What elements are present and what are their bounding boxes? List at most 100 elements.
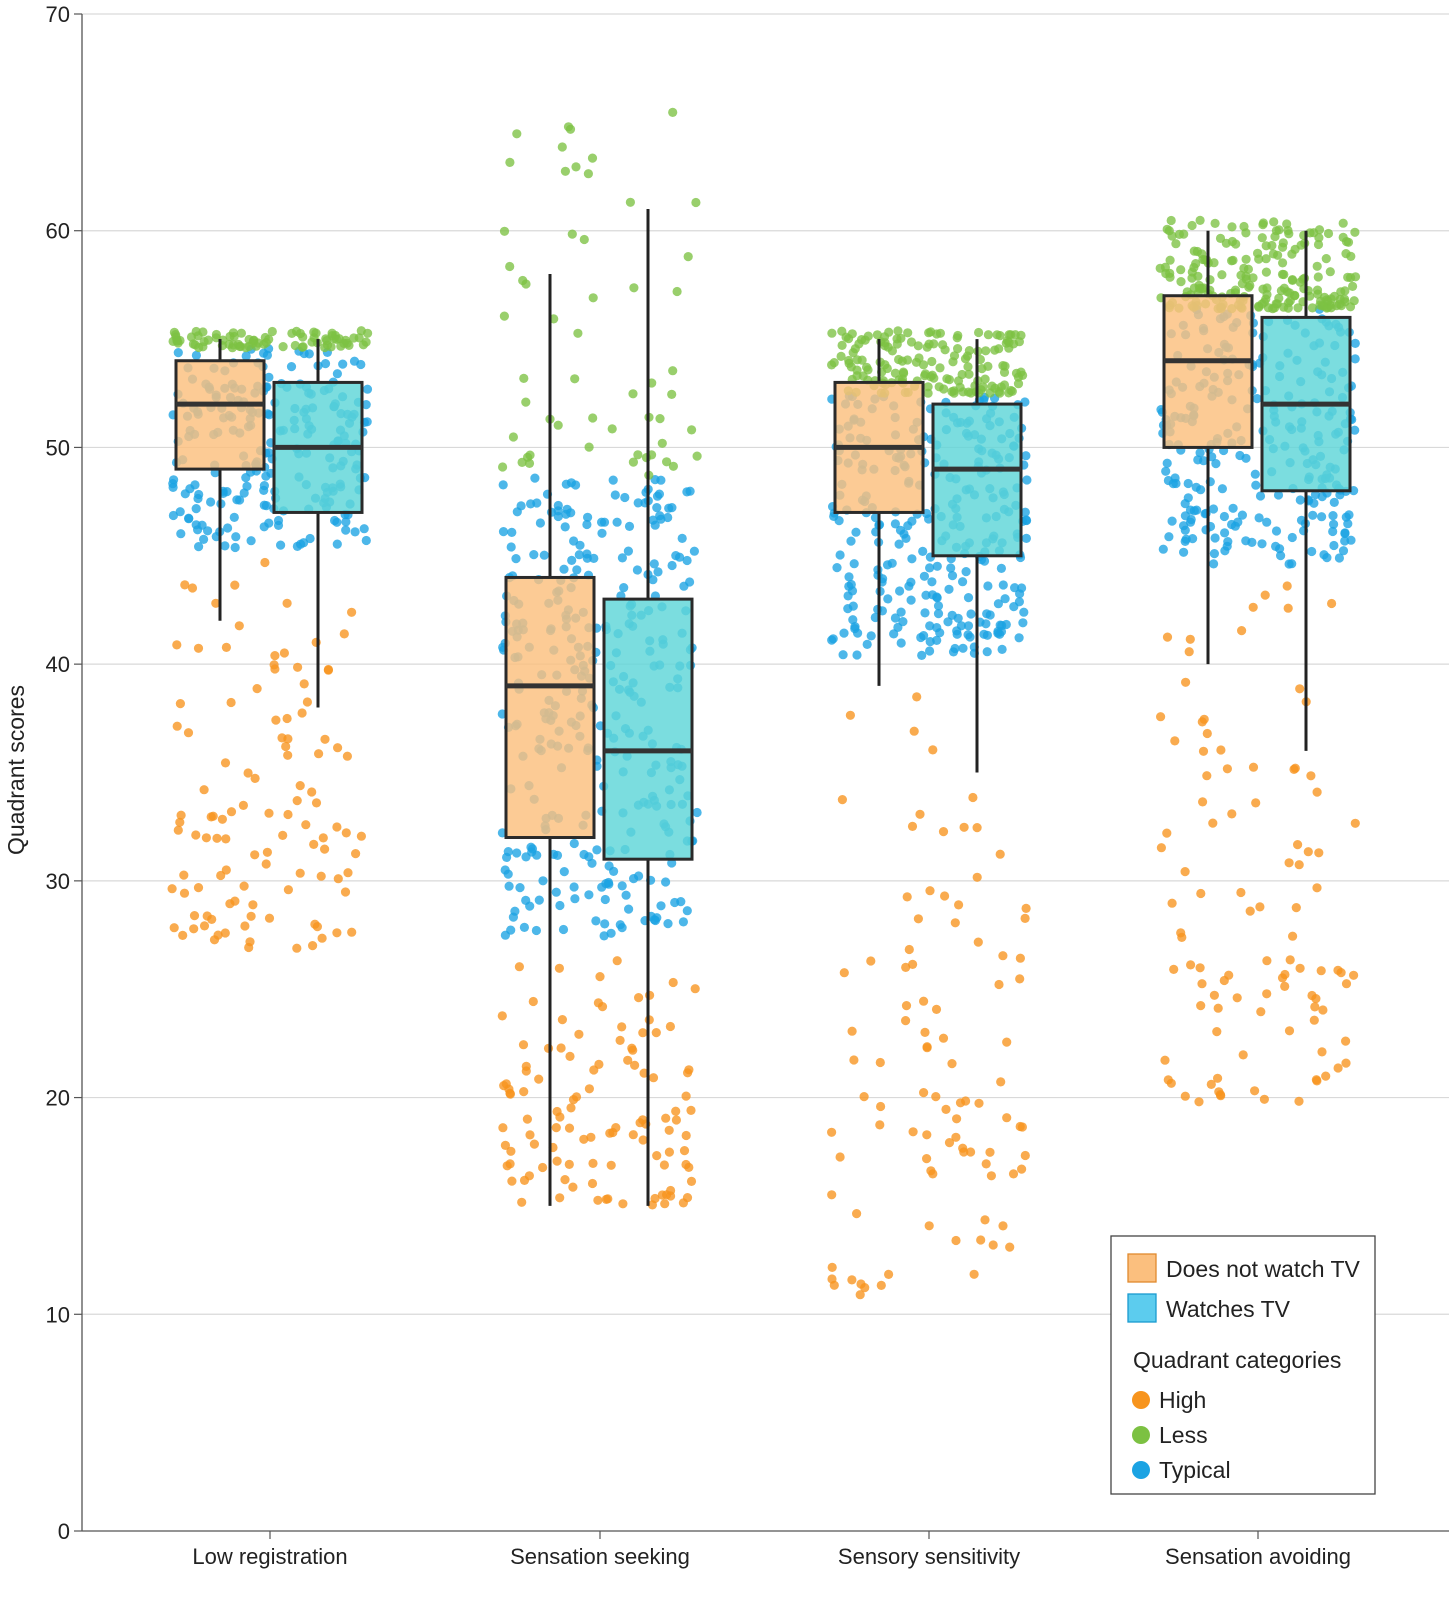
data-point-high <box>244 942 254 953</box>
data-point-high <box>279 648 289 658</box>
data-point-high <box>994 979 1004 990</box>
data-point-typical <box>623 546 634 556</box>
data-point-typical <box>843 604 853 614</box>
data-point-typical <box>582 519 592 530</box>
data-point-less <box>848 348 858 358</box>
data-point-high <box>1186 960 1196 970</box>
data-point-typical <box>898 617 908 627</box>
data-point-high <box>1196 1001 1206 1011</box>
data-point-high <box>1214 1087 1224 1097</box>
data-point-typical <box>678 917 689 927</box>
data-point-high <box>875 1057 885 1068</box>
data-point-typical <box>534 895 544 905</box>
data-point-less <box>1165 268 1175 278</box>
data-point-typical <box>1335 490 1345 500</box>
data-point-less <box>955 382 965 392</box>
data-point-typical <box>194 489 204 500</box>
data-point-high <box>1021 903 1031 914</box>
data-point-typical <box>932 635 942 646</box>
data-point-typical <box>917 650 927 661</box>
data-point-high <box>660 1199 670 1209</box>
data-point-typical <box>624 904 634 914</box>
data-point-typical <box>1000 594 1010 604</box>
data-point-high <box>941 1104 951 1114</box>
data-point-typical <box>844 572 854 582</box>
data-point-typical <box>1276 551 1286 561</box>
data-point-high <box>659 1160 670 1170</box>
data-point-typical <box>677 533 687 544</box>
data-point-high <box>922 1042 932 1052</box>
data-point-typical <box>551 887 561 897</box>
data-point-high <box>985 1147 995 1157</box>
data-point-typical <box>667 858 677 868</box>
data-point-typical <box>592 845 602 855</box>
data-point-typical <box>1020 397 1030 407</box>
data-point-high <box>827 1274 837 1284</box>
data-point-high <box>1255 902 1265 912</box>
data-point-less <box>607 424 617 434</box>
data-point-high <box>502 1161 512 1171</box>
data-point-typical <box>1307 546 1317 557</box>
data-point-high <box>568 1182 578 1192</box>
data-point-less <box>311 328 321 338</box>
data-point-typical <box>924 514 934 524</box>
data-point-typical <box>1017 583 1027 593</box>
data-point-less <box>920 369 931 379</box>
data-point-typical <box>1209 549 1219 559</box>
data-point-typical <box>1251 480 1261 490</box>
data-point-typical <box>883 594 893 604</box>
data-point-high <box>1002 1113 1012 1123</box>
data-point-high <box>668 977 678 988</box>
data-point-typical <box>584 890 594 900</box>
data-point-high <box>1005 1242 1015 1252</box>
data-point-high <box>1294 860 1304 870</box>
data-point-high <box>323 664 333 675</box>
data-point-less <box>1290 291 1300 301</box>
data-point-high <box>651 1028 661 1038</box>
data-point-high <box>180 580 190 590</box>
box-iqr <box>1162 294 1254 449</box>
data-point-high <box>866 956 876 966</box>
data-point-high <box>998 1221 1008 1231</box>
data-point-typical <box>1219 511 1229 522</box>
data-point-high <box>1311 1075 1321 1085</box>
data-point-less <box>880 341 890 351</box>
data-point-typical <box>846 536 856 546</box>
legend-point-label: Less <box>1159 1422 1208 1448</box>
legend-point-label: Typical <box>1159 1457 1231 1483</box>
data-point-high <box>240 921 250 931</box>
data-point-high <box>849 1055 859 1065</box>
data-point-typical <box>1287 532 1297 543</box>
data-point-high <box>534 1074 544 1084</box>
data-point-high <box>1222 764 1232 774</box>
data-point-typical <box>1350 338 1360 348</box>
data-point-typical <box>1186 514 1196 525</box>
data-point-high <box>950 918 960 928</box>
data-point-less <box>914 353 924 363</box>
data-point-high <box>506 1146 516 1156</box>
data-point-typical <box>1020 507 1030 517</box>
data-point-typical <box>529 550 539 560</box>
data-point-typical <box>852 650 862 660</box>
data-point-high <box>938 1033 949 1043</box>
data-point-less <box>1176 265 1186 275</box>
data-point-typical <box>1220 528 1230 538</box>
data-point-typical <box>562 504 572 514</box>
data-point-high <box>681 1159 691 1170</box>
data-point-high <box>173 825 183 835</box>
data-point-typical <box>567 555 577 566</box>
data-point-typical <box>1308 510 1318 520</box>
data-point-high <box>538 1162 548 1173</box>
data-point-less <box>1290 244 1300 254</box>
data-point-high <box>986 1171 997 1181</box>
data-point-high <box>1002 1037 1012 1047</box>
data-point-high <box>217 814 227 824</box>
data-point-less <box>191 326 201 337</box>
data-point-less <box>983 330 994 340</box>
data-point-typical <box>1183 478 1193 489</box>
data-point-high <box>980 1215 990 1225</box>
data-point-typical <box>299 538 309 548</box>
data-point-typical <box>1350 354 1360 364</box>
data-point-high <box>320 844 330 854</box>
data-point-typical <box>1018 618 1028 628</box>
